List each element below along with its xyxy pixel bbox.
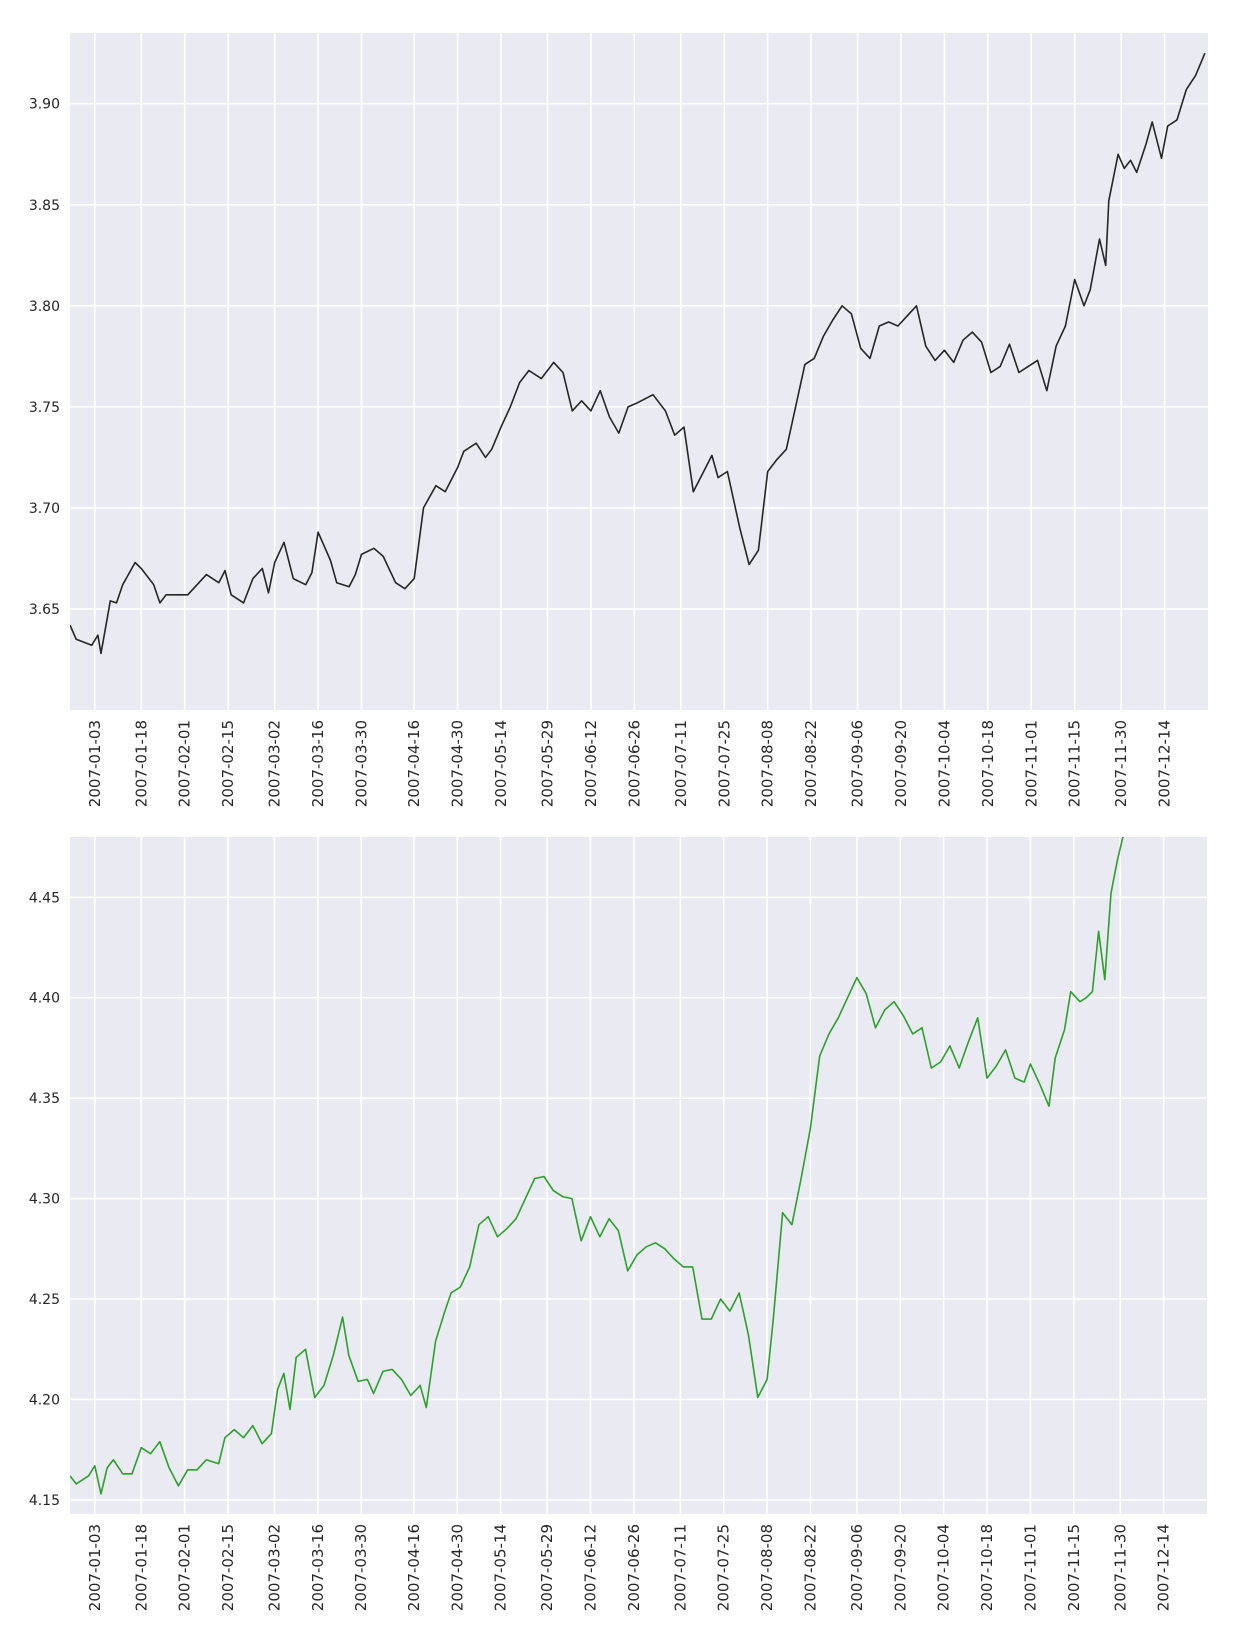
x-tick-label: 2007-03-02 xyxy=(266,720,284,807)
x-tick-label: 2007-08-08 xyxy=(758,1524,776,1611)
x-tick-label: 2007-08-22 xyxy=(801,1524,819,1611)
x-tick-label: 2007-10-18 xyxy=(978,1524,996,1611)
series-line xyxy=(70,52,1206,655)
x-tick-label: 2007-02-15 xyxy=(219,720,237,807)
y-tick-label: 3.80 xyxy=(29,299,60,315)
x-tick-label: 2007-09-06 xyxy=(849,720,867,807)
y-tick-label: 4.20 xyxy=(29,1392,60,1408)
plot-background xyxy=(70,837,1207,1514)
x-tick-label: 2007-10-04 xyxy=(935,720,953,807)
x-tick-label: 2007-05-14 xyxy=(492,1524,510,1611)
x-tick-label: 2007-04-16 xyxy=(405,1524,423,1611)
x-tick-label: 2007-06-12 xyxy=(582,720,600,807)
x-tick-label: 2007-07-25 xyxy=(715,720,733,807)
x-tick-label: 2007-04-30 xyxy=(449,720,467,807)
x-tick-label: 2007-10-18 xyxy=(979,720,997,807)
x-tick-label: 2007-06-12 xyxy=(581,1524,599,1611)
x-tick-label: 2007-02-01 xyxy=(176,1524,194,1611)
y-tick-label: 3.90 xyxy=(29,97,60,113)
series-line xyxy=(70,837,1124,1495)
y-tick-label: 4.35 xyxy=(29,1091,60,1107)
x-tick-label: 2007-04-16 xyxy=(405,720,423,807)
x-tick-label: 2007-03-16 xyxy=(309,720,327,807)
x-tick-label: 2007-06-26 xyxy=(625,720,643,807)
chart-bottom: 2007-01-03 2007-01-18 2007-02-01 2007-02-15… xyxy=(29,837,1207,1611)
x-tick-label: 2007-12-14 xyxy=(1156,720,1174,807)
x-tick-label: 2007-09-20 xyxy=(891,1524,909,1611)
x-tick-label: 2007-07-11 xyxy=(671,1524,689,1611)
x-tick-label: 2007-02-15 xyxy=(219,1524,237,1611)
x-tick-label: 2007-10-04 xyxy=(935,1524,953,1611)
x-tick-label: 2007-11-15 xyxy=(1066,720,1084,807)
x-tick-label: 2007-05-29 xyxy=(539,720,557,807)
y-tick-label: 3.65 xyxy=(29,602,60,618)
y-tick-label: 3.85 xyxy=(29,198,60,214)
x-tick-label: 2007-11-30 xyxy=(1111,1524,1129,1611)
x-tick-label: 2007-08-08 xyxy=(759,720,777,807)
x-tick-label: 2007-04-30 xyxy=(448,1524,466,1611)
x-tick-label: 2007-05-29 xyxy=(538,1524,556,1611)
y-tick-label: 4.25 xyxy=(29,1292,60,1308)
x-tick-label: 2007-03-30 xyxy=(352,720,370,807)
x-tick-label: 2007-07-25 xyxy=(715,1524,733,1611)
x-tick-label: 2007-01-18 xyxy=(132,720,150,807)
x-tick-label: 2007-01-18 xyxy=(132,1524,150,1611)
x-tick-label: 2007-01-03 xyxy=(86,720,104,807)
x-tick-label: 2007-02-01 xyxy=(176,720,194,807)
x-tick-label: 2007-03-16 xyxy=(309,1524,327,1611)
x-tick-label: 2007-03-02 xyxy=(265,1524,283,1611)
x-tick-label: 2007-09-06 xyxy=(848,1524,866,1611)
x-tick-label: 2007-06-26 xyxy=(625,1524,643,1611)
x-tick-label: 2007-07-11 xyxy=(672,720,690,807)
y-tick-label: 3.75 xyxy=(29,400,60,416)
x-tick-label: 2007-05-14 xyxy=(492,720,510,807)
grid xyxy=(70,837,1207,1514)
x-tick-label: 2007-08-22 xyxy=(802,720,820,807)
x-tick-label: 2007-03-30 xyxy=(352,1524,370,1611)
y-tick-label: 4.15 xyxy=(29,1493,60,1509)
y-tick-label: 4.30 xyxy=(29,1192,60,1208)
x-tick-label: 2007-11-01 xyxy=(1022,720,1040,807)
x-tick-label: 2007-12-14 xyxy=(1155,1524,1173,1611)
y-tick-label: 4.45 xyxy=(29,890,60,906)
chart-top: 2007-01-03 2007-01-18 2007-02-01 2007-02-15… xyxy=(29,33,1208,807)
x-tick-label: 2007-11-30 xyxy=(1112,720,1130,807)
x-tick-label: 2007-09-20 xyxy=(892,720,910,807)
x-tick-label: 2007-11-15 xyxy=(1065,1524,1083,1611)
y-tick-label: 4.40 xyxy=(29,991,60,1007)
x-tick-label: 2007-01-03 xyxy=(86,1524,104,1611)
y-tick-label: 3.70 xyxy=(29,501,60,517)
x-tick-label: 2007-11-01 xyxy=(1021,1524,1039,1611)
